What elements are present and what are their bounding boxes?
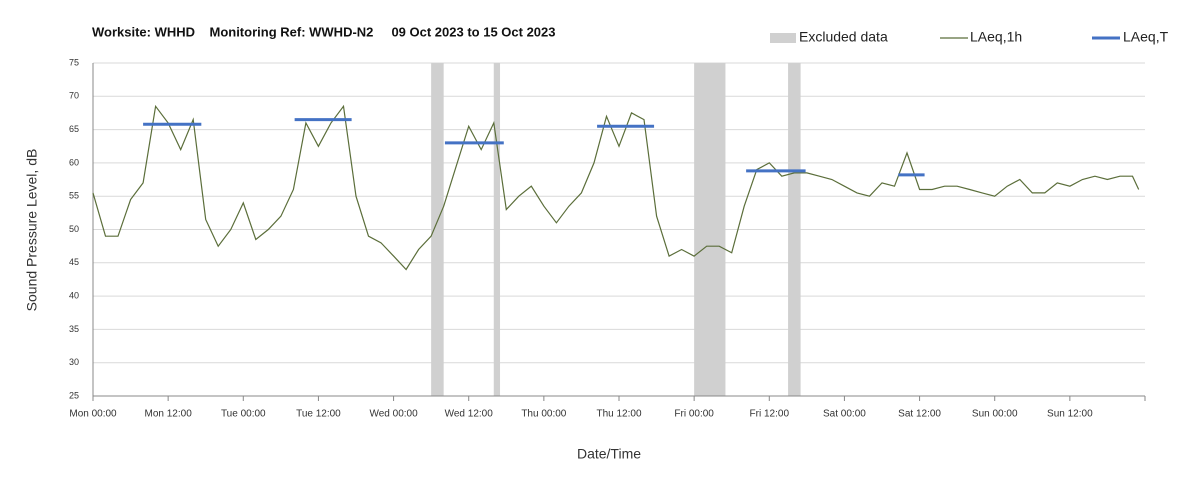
- x-tick-label: Thu 12:00: [596, 409, 641, 420]
- excluded-band: [788, 63, 801, 396]
- x-tick-label: Tue 00:00: [221, 409, 266, 420]
- y-tick-label: 75: [69, 57, 79, 67]
- x-tick-label: Fri 12:00: [750, 409, 790, 420]
- y-tick-label: 65: [69, 124, 79, 134]
- excluded-band: [694, 63, 726, 396]
- y-tick-label: 60: [69, 157, 79, 167]
- x-tick-label: Sun 00:00: [972, 409, 1018, 420]
- y-axis-title: Sound Pressure Level, dB: [24, 149, 40, 312]
- x-tick-label: Sat 12:00: [898, 409, 941, 420]
- x-tick-label: Mon 00:00: [69, 409, 117, 420]
- x-tick-label: Fri 00:00: [674, 409, 714, 420]
- y-tick-label: 45: [69, 257, 79, 267]
- x-tick-label: Wed 00:00: [369, 409, 418, 420]
- chart-title: Worksite: WHHD Monitoring Ref: WWHD-N2 0…: [92, 24, 556, 39]
- x-tick-label: Tue 12:00: [296, 409, 341, 420]
- legend-label: LAeq,1h: [970, 29, 1022, 45]
- y-tick-label: 40: [69, 290, 79, 300]
- legend-label: LAeq,T: [1123, 29, 1169, 45]
- y-tick-label: 70: [69, 91, 79, 101]
- x-tick-label: Sat 00:00: [823, 409, 866, 420]
- x-tick-label: Thu 00:00: [521, 409, 566, 420]
- excluded-band: [431, 63, 444, 396]
- y-tick-label: 50: [69, 224, 79, 234]
- x-tick-label: Mon 12:00: [145, 409, 193, 420]
- x-tick-label: Sun 12:00: [1047, 409, 1093, 420]
- y-tick-label: 35: [69, 324, 79, 334]
- line-series: [92, 104, 1140, 271]
- x-tick-label: Wed 12:00: [445, 409, 494, 420]
- y-tick-label: 55: [69, 191, 79, 201]
- y-tick-label: 25: [69, 390, 79, 400]
- x-axis-title: Date/Time: [577, 446, 641, 462]
- excluded-band: [493, 63, 501, 396]
- y-tick-label: 30: [69, 357, 79, 367]
- legend-swatch: [770, 33, 796, 43]
- legend-label: Excluded data: [799, 29, 888, 45]
